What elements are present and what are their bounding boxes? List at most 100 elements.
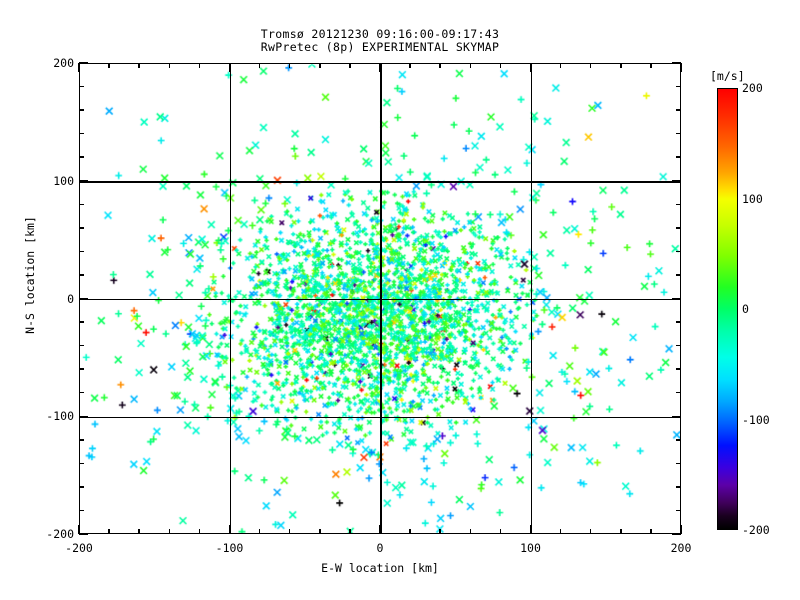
tick-x-top--20 [349,63,351,68]
scatter-points-layer [80,64,680,533]
tick-y-right-100 [672,180,681,182]
tick-y-left-40 [79,250,84,253]
tick-y-right-160 [676,109,681,111]
tick-x-bottom-40 [439,529,441,534]
tick-x-bottom--180 [108,529,110,534]
tick-x-bottom-200 [680,525,682,534]
tick-y-left-100 [79,180,88,182]
tick-y-right--80 [676,391,681,394]
tick-x-bottom-160 [620,529,622,534]
tick-x-top-120 [559,63,562,68]
tick-y-right-40 [676,250,681,253]
tick-y-left--120 [79,439,84,441]
gridline-vertical-0 [380,64,382,533]
tick-y-left-80 [79,203,84,206]
tick-y-right-80 [676,203,681,206]
tick-y-right--200 [672,533,681,535]
tick-y-left-140 [79,132,84,135]
tick-x-bottom--200 [78,525,80,534]
tick-y-left-0 [79,297,88,300]
y-tick-label-200: 200 [53,56,74,70]
x-tick-label-0: 0 [376,541,384,555]
tick-y-right--20 [676,321,681,323]
colorbar-tick-label-200: 200 [742,81,763,95]
tick-y-right-200 [672,62,681,64]
x-tick-label--200: -200 [65,541,93,555]
gridline-vertical-100 [530,64,533,533]
tick-y-left-60 [79,227,84,229]
tick-y-left--140 [79,462,84,465]
y-tick-label-0: 0 [67,291,74,306]
tick-y-left--20 [79,321,84,323]
tick-y-left-180 [79,85,84,88]
colorbar-tick-label-0: 0 [742,302,749,316]
tick-y-left--160 [79,486,84,488]
colorbar-gradient [717,88,738,530]
tick-x-top--140 [168,63,171,68]
x-tick-label--100: -100 [215,541,244,555]
tick-x-top-80 [499,63,502,68]
tick-y-right--120 [676,439,681,441]
tick-x-bottom--140 [168,529,171,534]
tick-y-right--180 [676,509,681,512]
tick-x-bottom--100 [228,525,231,534]
gridline-vertical--100 [229,64,232,533]
gridline-horizontal-100 [80,181,680,183]
tick-y-right--100 [672,415,681,417]
tick-x-bottom-20 [409,529,411,534]
colorbar-tick-label--100: -100 [742,412,770,427]
tick-y-right--160 [676,486,681,488]
y-tick-label--200: -200 [46,527,74,541]
tick-x-top-20 [409,63,411,68]
tick-y-left--80 [79,391,84,394]
tick-y-right--40 [676,344,681,347]
gridline-horizontal--100 [80,416,680,418]
tick-x-top--80 [258,63,261,68]
tick-y-left-120 [79,156,84,158]
tick-x-top-0 [379,63,381,72]
tick-y-right-20 [676,274,681,276]
colorbar-tick-label--200: -200 [742,523,770,537]
gridline-horizontal-0 [80,298,680,301]
colorbar-unit-label: [m/s] [710,69,745,83]
tick-x-top--60 [288,63,291,68]
tick-x-bottom--20 [349,529,351,534]
colorbar [717,88,738,530]
tick-x-bottom--120 [198,529,201,534]
y-axis-label: N-S location [km] [23,216,37,334]
tick-y-right-0 [672,297,681,300]
tick-x-bottom-80 [499,529,502,534]
tick-y-left-20 [79,274,84,276]
tick-x-top-40 [439,63,441,68]
tick-x-bottom-120 [559,529,562,534]
tick-x-top--180 [108,63,110,68]
tick-x-bottom--60 [288,529,291,534]
y-tick-label--100: -100 [46,409,74,424]
tick-y-right-120 [676,156,681,158]
colorbar-tick-label-100: 100 [742,191,763,206]
tick-y-right--60 [676,368,681,370]
tick-x-top-180 [650,63,652,68]
x-tick-label-100: 100 [520,541,541,555]
x-axis-label: E-W location [km] [321,561,439,575]
tick-y-right-140 [676,132,681,135]
tick-y-left--100 [79,415,88,417]
tick-x-top-200 [680,63,682,72]
tick-y-left--40 [79,344,84,347]
tick-x-top-60 [469,63,472,68]
tick-y-left--60 [79,368,84,370]
tick-y-right-60 [676,227,681,229]
x-tick-label-200: 200 [670,541,692,555]
y-tick-label-100: 100 [53,173,74,188]
tick-y-left--180 [79,509,84,512]
tick-y-left-160 [79,109,84,111]
tick-y-right-180 [676,85,681,88]
tick-x-bottom--160 [138,529,140,534]
plot-title-line-2: RwPretec (8p) EXPERIMENTAL SKYMAP [260,40,500,54]
tick-x-top--120 [198,63,201,68]
tick-x-top--100 [228,63,231,72]
tick-x-top-140 [589,63,592,68]
tick-y-right--140 [676,462,681,465]
tick-x-bottom--80 [258,529,261,534]
